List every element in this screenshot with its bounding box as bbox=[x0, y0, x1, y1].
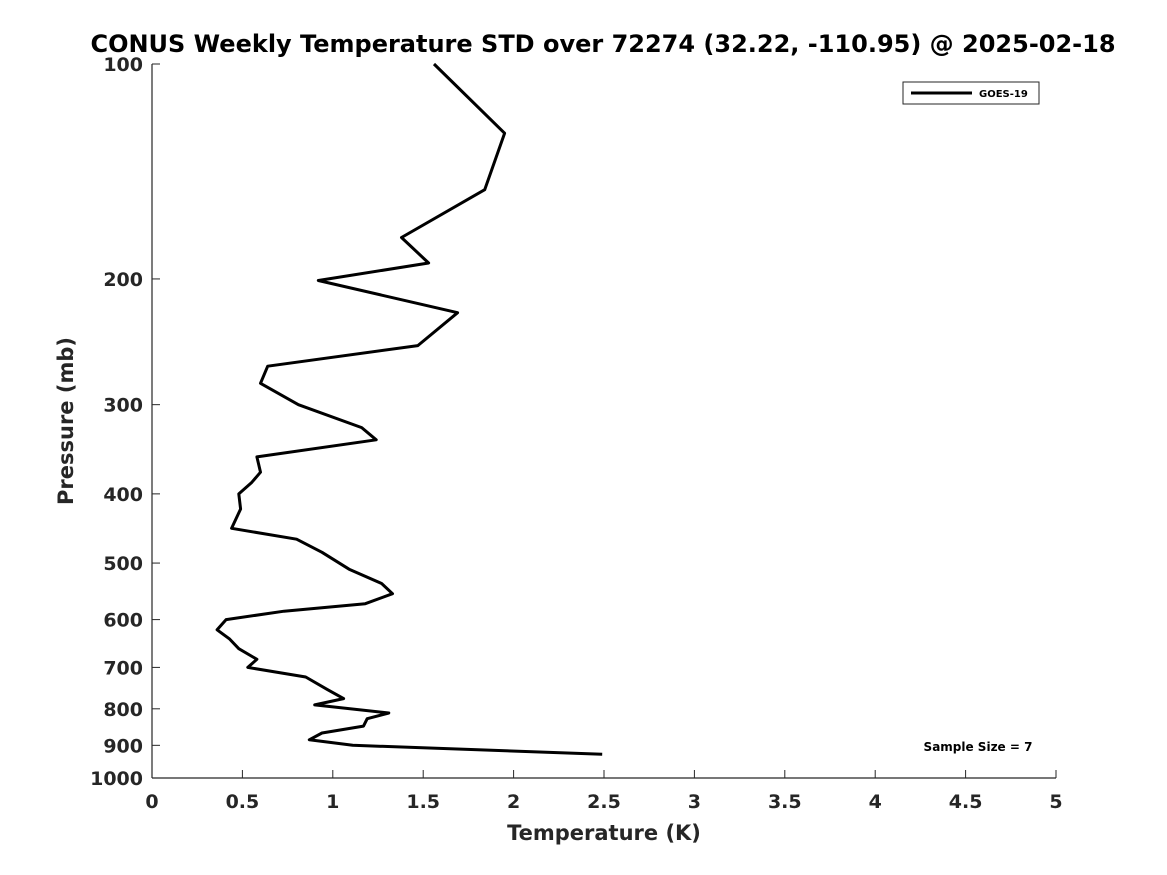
x-tick-label: 5 bbox=[1049, 791, 1062, 813]
y-tick-label: 300 bbox=[103, 395, 143, 417]
x-tick-label: 0 bbox=[145, 791, 158, 813]
y-tick-label: 900 bbox=[103, 735, 143, 757]
plot-area bbox=[151, 64, 1056, 779]
x-tick-label: 4.5 bbox=[949, 791, 983, 813]
x-tick-label: 2.5 bbox=[587, 791, 621, 813]
x-tick-label: 3.5 bbox=[768, 791, 802, 813]
y-tick-label: 600 bbox=[103, 610, 143, 632]
sample-size-annotation: Sample Size = 7 bbox=[924, 740, 1033, 754]
chart-title: CONUS Weekly Temperature STD over 72274 … bbox=[90, 30, 1115, 58]
y-tick-label: 400 bbox=[103, 484, 143, 506]
series-line-1 bbox=[215, 62, 603, 756]
x-tick-label: 4 bbox=[869, 791, 882, 813]
legend: GOES-19 bbox=[902, 81, 1040, 105]
x-tick-label: 0.5 bbox=[226, 791, 260, 813]
x-ticks: 0 0.5 1 1.5 2 2.5 3 3.5 4 4.5 5 bbox=[145, 770, 1063, 813]
legend-label: GOES-19 bbox=[979, 89, 1028, 100]
x-tick-label: 1 bbox=[326, 791, 339, 813]
y-tick-label: 500 bbox=[103, 553, 143, 575]
x-axis-label: Temperature (K) bbox=[507, 821, 701, 845]
x-tick-label: 3 bbox=[688, 791, 701, 813]
y-tick-label: 100 bbox=[103, 54, 143, 76]
y-tick-label: 200 bbox=[103, 269, 143, 291]
x-tick-label: 1.5 bbox=[406, 791, 440, 813]
y-tick-label: 1000 bbox=[90, 768, 143, 790]
y-tick-label: 700 bbox=[103, 657, 143, 679]
series-layer bbox=[215, 62, 603, 756]
y-axis-label: Pressure (mb) bbox=[54, 337, 78, 505]
y-ticks: 100 200 300 400 500 600 700 800 900 1000 bbox=[90, 54, 160, 790]
y-tick-label: 800 bbox=[103, 699, 143, 721]
x-tick-label: 2 bbox=[507, 791, 520, 813]
